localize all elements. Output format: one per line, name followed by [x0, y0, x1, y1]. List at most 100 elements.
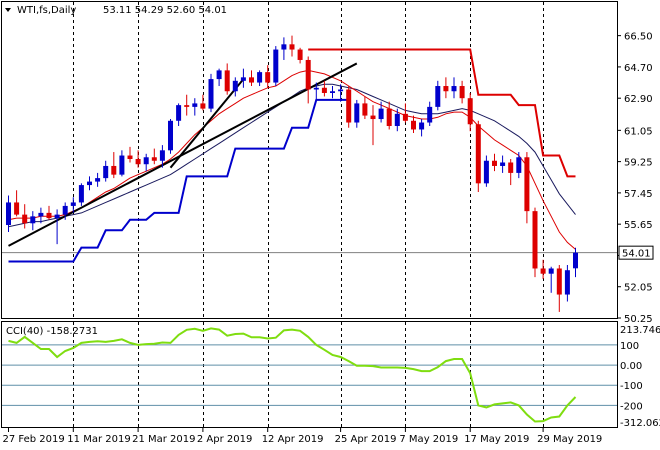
- candle: [249, 70, 254, 87]
- candle-body: [289, 44, 295, 50]
- candle-body: [451, 86, 457, 92]
- trendline: [169, 78, 245, 169]
- candle-body: [103, 165, 109, 179]
- candle-body: [524, 157, 530, 212]
- candle-body: [200, 103, 206, 109]
- candle-body: [459, 86, 465, 99]
- candle: [419, 119, 425, 137]
- candle-body: [411, 120, 416, 130]
- candle: [508, 159, 514, 186]
- candle-body: [467, 98, 473, 125]
- candle-body: [475, 124, 481, 184]
- candle: [564, 265, 570, 302]
- last-price-badge-box: [618, 245, 654, 260]
- candle-body: [354, 103, 360, 123]
- candle: [22, 204, 28, 229]
- dropdown-triangle-icon[interactable]: [5, 8, 11, 12]
- candle-body: [435, 86, 441, 107]
- candle: [265, 65, 271, 88]
- candle-body: [46, 212, 52, 219]
- cci-tick-label: -200: [620, 401, 643, 412]
- date-tick-label: 29 May 2019: [537, 434, 602, 445]
- candle: [573, 247, 578, 278]
- date-tick-label: 11 Mar 2019: [67, 434, 130, 445]
- candle-body: [87, 181, 92, 186]
- candle-body: [313, 87, 319, 90]
- candle: [30, 211, 36, 231]
- cci-tick-label: 213.746: [620, 325, 660, 336]
- candle-body: [151, 157, 157, 161]
- candle-body: [305, 59, 311, 90]
- candle: [338, 84, 344, 102]
- candle: [95, 172, 101, 187]
- date-tick-label: 27 Feb 2019: [3, 434, 65, 445]
- candle-body: [257, 72, 263, 83]
- candle-body: [281, 44, 287, 50]
- candle-body: [443, 86, 449, 92]
- candle-body: [386, 108, 392, 126]
- main-chart-frame: [1, 1, 618, 319]
- candle: [394, 108, 400, 132]
- price-tick-label: 64.70: [624, 63, 653, 74]
- candle-body: [70, 202, 76, 206]
- candle: [313, 82, 319, 100]
- candle-body: [402, 113, 408, 121]
- candle-body: [378, 108, 384, 120]
- date-tick-label: 2 Apr 2019: [197, 434, 252, 445]
- candle: [483, 155, 489, 187]
- date-tick-label: 17 May 2019: [464, 434, 529, 445]
- candle: [492, 153, 497, 172]
- candle: [346, 86, 352, 128]
- candle: [119, 150, 125, 177]
- candle-body: [338, 89, 344, 92]
- candle: [386, 101, 392, 130]
- candle: [216, 68, 222, 87]
- candle: [208, 73, 214, 113]
- candle-body: [548, 268, 554, 274]
- candle-body: [370, 115, 376, 120]
- candle-body: [54, 214, 60, 219]
- candle: [411, 115, 416, 133]
- candle-body: [6, 202, 11, 226]
- candle-body: [508, 162, 514, 173]
- candle: [240, 68, 246, 88]
- price-tick-label: 59.25: [624, 158, 653, 169]
- candle: [475, 120, 481, 193]
- candle: [135, 150, 141, 168]
- candle: [362, 96, 368, 120]
- candle: [70, 197, 76, 213]
- candle: [459, 80, 465, 104]
- channel-lower-line: [8, 98, 349, 263]
- candle: [556, 265, 562, 312]
- candle-body: [265, 72, 271, 83]
- cci-header-label: CCI(40) -158.2731: [6, 326, 98, 337]
- candle-body: [249, 77, 254, 83]
- candle-body: [168, 120, 173, 151]
- candle-body: [159, 150, 165, 161]
- candle: [354, 99, 360, 128]
- candle: [14, 190, 20, 217]
- candle-body: [483, 160, 489, 184]
- candle-body: [346, 89, 352, 123]
- fast-moving-average-line: [8, 69, 576, 250]
- price-tick-label: 66.50: [624, 32, 653, 43]
- candle: [87, 176, 92, 191]
- date-tick-label: 12 Apr 2019: [262, 434, 324, 445]
- main-price-chart: [6, 35, 578, 312]
- price-tick-label: 57.45: [624, 189, 653, 200]
- candle-body: [273, 49, 279, 83]
- channel-upper-line: [308, 48, 576, 178]
- price-tick-label: 62.90: [624, 94, 653, 105]
- candle: [378, 101, 384, 123]
- candle-body: [500, 162, 506, 166]
- candle-body: [297, 49, 303, 60]
- candle: [159, 145, 165, 168]
- candle: [305, 56, 311, 104]
- cci-line: [8, 327, 577, 423]
- cci-subchart: [8, 327, 577, 423]
- candle-body: [232, 80, 238, 92]
- candle-body: [516, 157, 522, 173]
- candle: [330, 86, 335, 99]
- candle: [435, 80, 441, 111]
